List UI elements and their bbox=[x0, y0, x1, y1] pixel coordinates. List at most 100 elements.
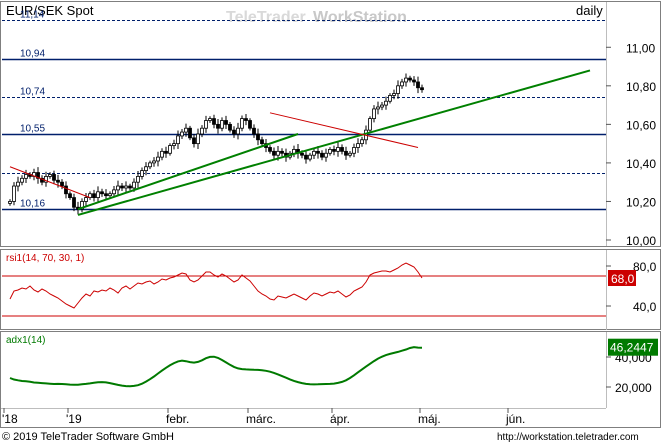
y-tick-label: 10,00 bbox=[626, 234, 656, 248]
rsi-last-value-badge bbox=[608, 270, 636, 286]
candle-body bbox=[236, 127, 240, 135]
adx-line bbox=[9, 346, 423, 388]
candle-body bbox=[52, 174, 56, 181]
candle-body bbox=[232, 129, 236, 135]
candle-body bbox=[56, 179, 60, 183]
candle-body bbox=[388, 95, 392, 102]
copyright-text: © 2019 TeleTrader Software GmbH bbox=[2, 431, 174, 443]
rsi-y-tick-label: 80,0 bbox=[633, 260, 657, 274]
x-tick-label: márc. bbox=[246, 412, 276, 426]
candle-body bbox=[36, 172, 40, 179]
candle-body bbox=[8, 201, 12, 204]
candle-body bbox=[156, 156, 160, 162]
candle-body bbox=[400, 81, 404, 87]
source-url: http://workstation.teletrader.com bbox=[497, 432, 639, 443]
rsi-line bbox=[9, 262, 423, 309]
candle-body bbox=[328, 149, 332, 154]
candle-body bbox=[100, 191, 104, 195]
symbol-title: EUR/SEK Spot bbox=[6, 3, 94, 18]
candle-body bbox=[72, 197, 76, 208]
candle-body bbox=[44, 175, 48, 183]
candle-body bbox=[84, 197, 88, 202]
candle-body bbox=[276, 150, 280, 156]
price-level-lines: 11,14 10,94 10,74 10,55 10,16 bbox=[2, 10, 606, 211]
candle-body bbox=[392, 93, 396, 96]
y-tick-label: 10,60 bbox=[626, 118, 656, 132]
adx-last-value: 46,2447 bbox=[610, 341, 654, 355]
candle-body bbox=[352, 147, 356, 154]
candle-body bbox=[372, 108, 376, 119]
level-label: 10,16 bbox=[20, 199, 45, 210]
candle-body bbox=[396, 85, 400, 94]
candle-body bbox=[188, 127, 192, 139]
candle-body bbox=[220, 120, 224, 129]
candle-body bbox=[348, 152, 352, 156]
candle-body bbox=[260, 139, 264, 145]
candle-body bbox=[252, 127, 256, 135]
candle-body bbox=[176, 135, 180, 145]
candle-body bbox=[204, 120, 208, 129]
candle-body bbox=[196, 133, 200, 145]
candle-body bbox=[120, 185, 124, 189]
candle-body bbox=[124, 185, 128, 189]
candle-body bbox=[412, 79, 416, 83]
price-y-axis: 11,00 10,80 10,60 10,40 10,20 10,00 bbox=[606, 41, 656, 248]
candle-body bbox=[192, 137, 196, 145]
candle-body bbox=[180, 131, 184, 137]
candle-body bbox=[280, 150, 284, 154]
candle-body bbox=[200, 127, 204, 135]
candle-body bbox=[244, 118, 248, 121]
rsi-title: rsi1(14, 70, 30, 1) bbox=[6, 253, 84, 264]
trendlines bbox=[9, 69, 591, 216]
x-tick-label: febr. bbox=[166, 412, 189, 426]
candle-body bbox=[408, 77, 412, 81]
candle-body bbox=[40, 177, 44, 183]
candle-body bbox=[376, 106, 380, 110]
candle-body bbox=[92, 193, 96, 198]
support-trendline bbox=[77, 69, 591, 216]
watermark-workstation: WorkStation bbox=[313, 9, 407, 26]
y-tick-label: 10,40 bbox=[626, 157, 656, 171]
candle-body bbox=[312, 150, 316, 156]
x-tick-label: ápr. bbox=[330, 412, 350, 426]
resistance-trendline bbox=[9, 166, 91, 199]
candle-body bbox=[80, 201, 84, 210]
candle-body bbox=[272, 150, 276, 156]
candle-body bbox=[380, 104, 384, 108]
time-axis: '18 '19 febr. márc. ápr. máj. jún. bbox=[2, 408, 525, 426]
candle-body bbox=[144, 166, 148, 172]
candle-body bbox=[360, 139, 364, 145]
level-label: 11,14 bbox=[20, 10, 45, 21]
candle-body bbox=[24, 174, 28, 179]
candle-body bbox=[164, 150, 168, 154]
candle-body bbox=[132, 181, 136, 189]
candle-body bbox=[336, 147, 340, 152]
adx-last-value-badge bbox=[608, 338, 658, 356]
x-tick-label: '19 bbox=[66, 412, 82, 426]
candle-body bbox=[212, 118, 216, 125]
level-label: 10,94 bbox=[20, 49, 45, 60]
adx-panel-frame bbox=[0, 331, 661, 428]
candle-body bbox=[304, 154, 308, 160]
y-tick-label: 10,80 bbox=[626, 80, 656, 94]
y-tick-label: 11,00 bbox=[626, 41, 655, 55]
candle-body bbox=[228, 123, 232, 131]
x-tick-label: máj. bbox=[418, 412, 441, 426]
candle-body bbox=[184, 127, 188, 133]
candle-body bbox=[20, 177, 24, 183]
candle-body bbox=[404, 77, 408, 83]
rsi-y-tick-label: 40,0 bbox=[633, 300, 657, 314]
candle-body bbox=[340, 147, 344, 152]
candle-body bbox=[104, 193, 108, 197]
candle-body bbox=[60, 181, 64, 187]
watermark-teletrader: TeleTrader bbox=[226, 9, 306, 26]
candle-body bbox=[308, 154, 312, 160]
y-tick-label: 10,20 bbox=[626, 195, 656, 209]
candle-body bbox=[68, 193, 72, 198]
candle-body bbox=[136, 175, 140, 183]
candle-body bbox=[320, 152, 324, 158]
x-tick-label: jún. bbox=[505, 412, 525, 426]
candle-body bbox=[416, 81, 420, 89]
x-tick-label: '18 bbox=[2, 412, 18, 426]
